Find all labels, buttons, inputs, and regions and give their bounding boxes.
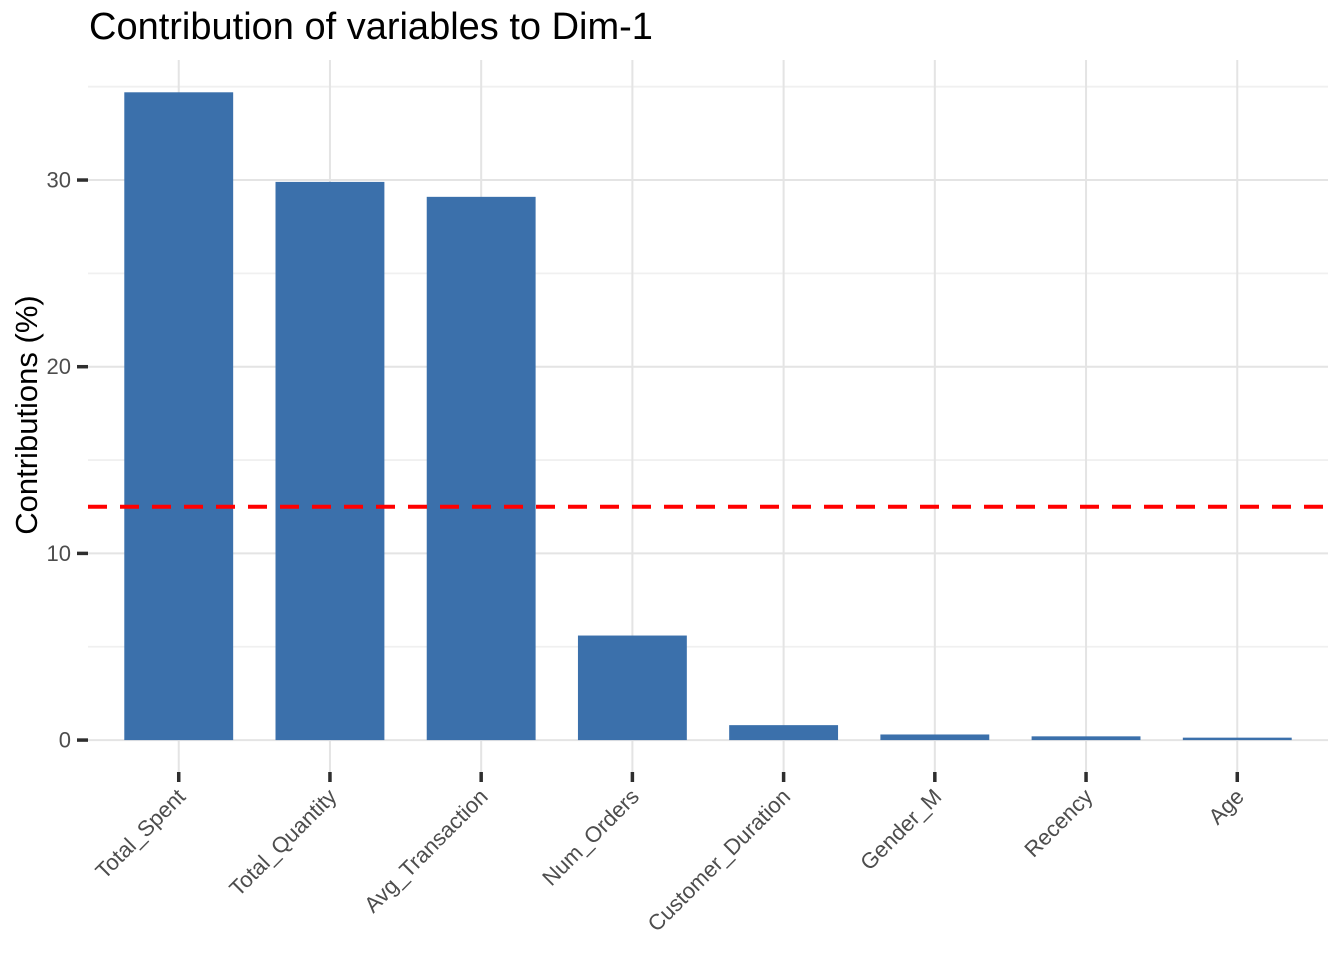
x-tick-label-Recency: Recency bbox=[1019, 784, 1097, 862]
bar-Total_Spent bbox=[124, 92, 234, 741]
x-tick-label-Age: Age bbox=[1203, 784, 1248, 829]
x-tick-label-Total_Quantity: Total_Quantity bbox=[224, 784, 341, 901]
bar-Gender_M bbox=[880, 734, 990, 741]
bar-Total_Quantity bbox=[275, 181, 385, 741]
x-tick-label-Num_Orders: Num_Orders bbox=[537, 784, 644, 891]
bars-group bbox=[124, 92, 1292, 741]
y-tick-label: 20 bbox=[47, 354, 71, 379]
x-tick-label-Avg_Transaction: Avg_Transaction bbox=[359, 784, 493, 918]
x-tick-label-Gender_M: Gender_M bbox=[855, 784, 946, 875]
bar-Customer_Duration bbox=[729, 725, 839, 741]
bar-Avg_Transaction bbox=[426, 196, 536, 741]
bar-Num_Orders bbox=[577, 635, 687, 741]
y-tick-label: 30 bbox=[47, 168, 71, 193]
y-tick-label: 0 bbox=[59, 728, 71, 753]
x-tick-label-Customer_Duration: Customer_Duration bbox=[643, 784, 796, 937]
bar-Recency bbox=[1031, 736, 1141, 741]
y-axis-ticks: 0 10 20 30 bbox=[47, 168, 88, 753]
y-tick-label: 10 bbox=[47, 541, 71, 566]
x-tick-label-Total_Spent: Total_Spent bbox=[90, 784, 190, 884]
chart-title: Contribution of variables to Dim-1 bbox=[89, 6, 653, 48]
bar-Age bbox=[1182, 737, 1292, 741]
x-axis-ticks: Total_Spent Total_Quantity Avg_Transaction… bbox=[90, 772, 1249, 937]
